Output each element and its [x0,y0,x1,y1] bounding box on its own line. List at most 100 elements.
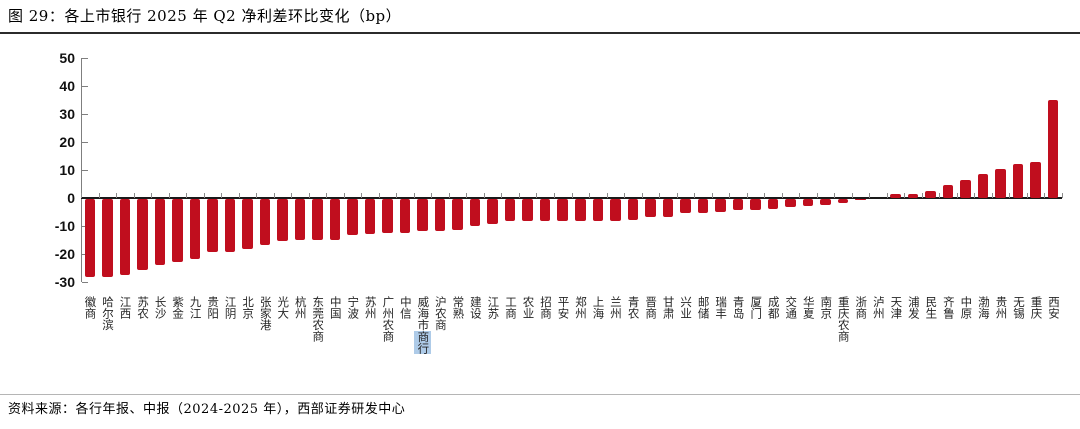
bar [364,199,376,234]
bar [224,199,236,253]
x-axis-tick [641,193,643,198]
x-axis-label: 威海市 商行 [413,296,432,380]
bar [592,199,604,222]
x-axis-label: 贵阳 [206,296,221,319]
bar [347,199,358,236]
zero-axis-line [81,197,1062,199]
bar [785,199,796,208]
x-axis-tick [746,193,748,198]
x-axis-tick [764,193,766,198]
bar [277,199,288,241]
bar [434,199,446,232]
bar [417,199,428,232]
x-axis-label: 哈尔滨 [101,296,116,331]
x-axis-label: 苏州 [363,296,378,319]
y-axis-tick [82,170,88,171]
x-axis-tick [168,193,170,198]
x-axis-tick [308,193,310,198]
x-axis-label: 重庆 [1029,296,1044,319]
bar [399,199,411,233]
x-axis-tick [799,193,801,198]
bar [137,199,148,271]
x-axis-tick [904,193,906,198]
x-axis-tick [694,193,696,198]
x-axis-label: 重庆农商 [836,296,851,342]
bar [890,193,901,198]
bar [522,199,533,222]
bar [767,199,779,209]
y-axis-tick-label: 40 [59,78,75,94]
x-axis-tick [501,193,503,198]
bar [312,199,323,240]
bar [469,199,481,226]
x-axis-label: 青农 [626,296,641,319]
x-axis-tick [606,193,608,198]
x-axis-label: 甘肃 [661,296,676,319]
x-axis-tick [203,193,205,198]
bar [855,199,866,200]
x-axis-tick [624,193,626,198]
x-axis-label: 中信 [398,296,413,319]
x-axis-label: 郑州 [574,296,589,319]
bar [802,199,814,206]
x-axis-tick [921,193,923,198]
x-axis-tick [589,193,591,198]
bar [119,199,131,275]
bar [189,199,201,260]
x-axis-label: 浙商 [854,296,869,319]
x-axis-label: 杭州 [293,296,308,319]
x-axis-label: 兴业 [679,296,694,319]
x-axis-label: 北京 [241,296,256,319]
x-axis-label: 泸州 [871,296,886,319]
x-axis-tick [834,193,836,198]
y-axis-tick-label: -30 [54,274,75,290]
x-axis-tick [116,193,118,198]
x-axis-label: 徽商 [83,296,98,319]
x-axis-label: 紫金 [171,296,186,319]
y-axis-tick [82,282,88,283]
x-axis-label: 邮储 [696,296,711,319]
x-axis-tick [536,193,538,198]
x-axis-label: 无锡 [1011,296,1026,319]
bar [662,199,674,218]
y-axis-tick-label: 10 [59,162,75,178]
bar [925,191,936,198]
x-axis-tick [553,193,555,198]
x-axis-label: 平安 [556,296,571,319]
x-axis-tick [361,193,363,198]
x-axis-label: 苏农 [136,296,151,319]
x-axis-tick [413,193,415,198]
x-axis-tick [851,193,853,198]
x-axis-label: 齐鲁 [941,296,956,319]
x-axis-tick [221,193,223,198]
selected-text-highlight: 商行 [413,330,432,354]
x-axis-tick [991,193,993,198]
x-axis-label: 江苏 [486,296,501,319]
x-axis-label: 青岛 [731,296,746,319]
bar [1047,100,1059,198]
y-axis-tick-label: -10 [54,218,75,234]
x-axis-label: 建设 [468,296,483,319]
bar [907,193,919,198]
x-axis-label: 民生 [924,296,939,319]
bar [680,199,691,213]
footer-divider [0,394,1080,395]
bar [610,199,621,222]
x-axis-tick [676,193,678,198]
x-axis-tick [711,193,713,198]
x-axis-tick [151,193,153,198]
y-axis-tick-label: 0 [67,190,75,206]
x-axis-label: 华夏 [801,296,816,319]
bar [1030,161,1041,198]
bar [294,199,306,240]
bar [259,199,271,246]
bar [329,199,341,240]
bar [242,199,253,250]
y-axis [81,58,82,282]
x-axis-tick [1062,193,1063,198]
bar [557,199,568,222]
x-axis-tick [1044,193,1046,198]
x-axis-label: 瑞丰 [714,296,729,319]
bar [960,179,971,198]
x-axis-tick [659,193,661,198]
